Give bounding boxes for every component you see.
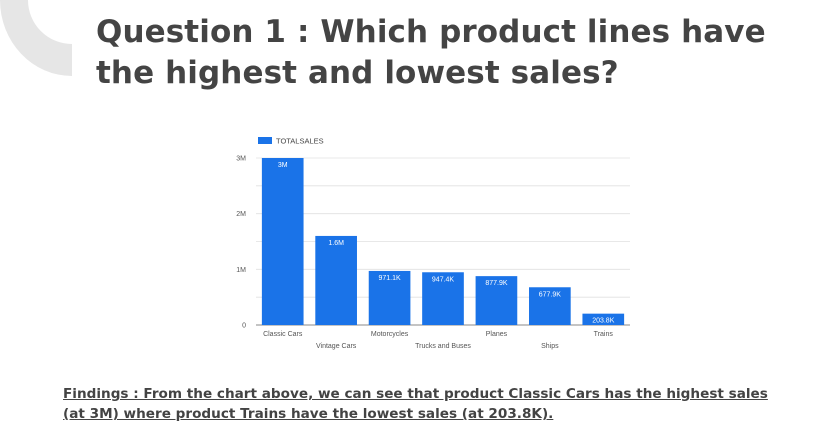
bar xyxy=(475,276,518,325)
bar-chart: 0 1M 2M 3M TOTALSALES 3M Classic Cars 1.6M Vinta… xyxy=(222,130,642,358)
data-label: 947.4K xyxy=(432,276,455,283)
data-label: 3M xyxy=(278,162,288,169)
bar xyxy=(529,287,571,325)
bar xyxy=(422,272,464,325)
y-tick-label: 2M xyxy=(236,211,246,218)
data-label: 203.8K xyxy=(592,318,615,325)
bar xyxy=(582,313,625,325)
bar xyxy=(261,158,304,325)
x-tick-label: Trucks and Buses xyxy=(415,343,471,350)
x-tick-label: Vintage Cars xyxy=(316,343,357,350)
x-tick-label: Classic Cars xyxy=(263,331,303,338)
x-tick-label: Planes xyxy=(486,331,508,338)
bar-chart-svg: 0 1M 2M 3M TOTALSALES 3M Classic Cars 1.6M Vinta… xyxy=(236,137,630,350)
decorative-corner-shape xyxy=(0,0,72,76)
y-tick-label: 3M xyxy=(236,156,246,163)
data-label: 971.1K xyxy=(378,275,401,282)
findings-text: Findings : From the chart above, we can … xyxy=(63,386,768,422)
legend-swatch xyxy=(258,137,272,144)
y-tick-label: 0 xyxy=(242,323,246,330)
data-label: 877.9K xyxy=(485,280,508,287)
y-tick-label: 1M xyxy=(236,267,246,274)
data-label: 677.9K xyxy=(539,291,562,298)
data-label: 1.6M xyxy=(328,240,344,247)
page-title: Question 1 : Which product lines have th… xyxy=(96,14,766,91)
bar xyxy=(315,235,357,325)
legend-label: TOTALSALES xyxy=(276,137,324,146)
x-tick-label: Motorcycles xyxy=(371,331,409,338)
bar xyxy=(368,270,411,325)
x-tick-label: Trains xyxy=(594,331,614,338)
x-tick-label: Ships xyxy=(541,343,559,350)
